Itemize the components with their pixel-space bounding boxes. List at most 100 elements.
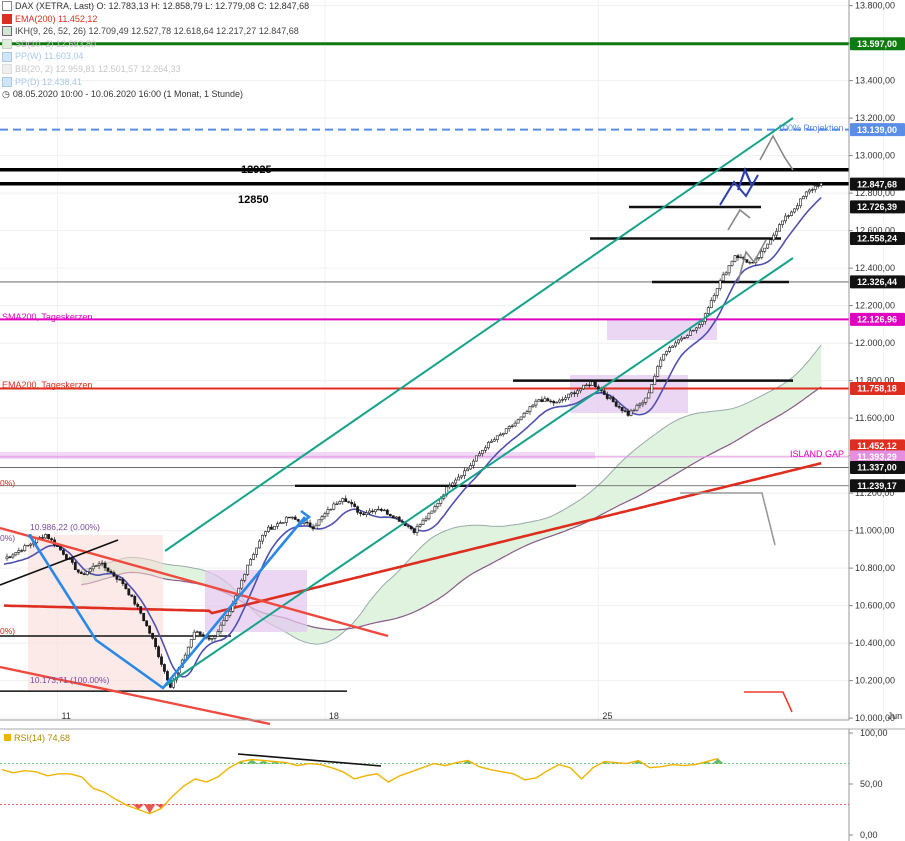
candle-body-244 <box>727 265 731 274</box>
clock-icon: ◷ <box>2 89 10 100</box>
candle-body-192 <box>573 392 576 395</box>
candle-body-138 <box>412 528 416 533</box>
senkou-span-a <box>81 344 822 645</box>
legend-ppd: PP(D) 12.438,41 <box>15 76 83 87</box>
candle-body-117 <box>350 502 354 505</box>
candle-body-115 <box>344 498 348 502</box>
candle-body-241 <box>718 280 722 289</box>
y-tick-label-2: 10.400,00 <box>855 638 895 648</box>
candle-body-212 <box>632 409 636 412</box>
candle-body-71 <box>213 636 217 639</box>
candle-body-225 <box>671 345 675 348</box>
horizontal-levels <box>0 42 849 692</box>
candle-body-167 <box>498 434 502 437</box>
candle-body-238 <box>709 300 713 309</box>
candle-body-154 <box>460 475 464 478</box>
candle-body-45 <box>136 603 140 607</box>
y-tick-label-13: 12.600,00 <box>855 226 895 236</box>
candle-body-82 <box>246 564 250 575</box>
candle-body-81 <box>243 574 247 581</box>
candle-body-75 <box>225 615 229 621</box>
price-label-5: 12.326,44 <box>857 277 897 287</box>
navy-arrow-head <box>736 166 754 191</box>
candle-body-217 <box>647 392 651 399</box>
candle-body-151 <box>451 482 455 486</box>
candle-body-255 <box>760 250 764 258</box>
candle-body-55 <box>166 671 169 681</box>
blue-zigzag-arrow <box>28 516 307 690</box>
candle-body-181 <box>540 399 544 403</box>
candle-body-111 <box>332 503 336 510</box>
candle-body-245 <box>730 260 734 266</box>
candle-body-165 <box>492 439 496 442</box>
candle-body-209 <box>623 410 627 412</box>
sd-swatch <box>2 39 12 50</box>
candle-body-158 <box>472 460 475 466</box>
candle-body-102 <box>305 521 309 524</box>
fib-high-label: 10.986,22 (0.00%) <box>30 522 100 532</box>
candle-body-274 <box>816 185 820 187</box>
candle-body-2 <box>8 556 12 558</box>
candle-body-54 <box>163 664 166 672</box>
candle-body-120 <box>359 512 362 515</box>
y-tick-label-12: 12.400,00 <box>855 263 895 273</box>
candle-body-8 <box>26 544 30 547</box>
candle-body-110 <box>329 508 333 511</box>
x-tick-label-1: 18 <box>329 711 339 721</box>
candle-body-44 <box>133 596 137 605</box>
candle-body-170 <box>507 426 511 429</box>
candle-body-228 <box>680 337 683 341</box>
candle-body-39 <box>118 579 122 581</box>
percent-label-mid: 0%) <box>0 533 15 543</box>
legend-row-ema: EMA(200) 11.452,12 <box>2 13 309 26</box>
price-label-6: 12.126,96 <box>857 315 897 325</box>
candle-body-256 <box>763 247 767 252</box>
candle-body-204 <box>608 397 612 399</box>
legend-ikh: IKH(9, 26, 52, 26) 12.709,49 12.527,78 1… <box>15 26 299 37</box>
candle-body-218 <box>650 384 654 394</box>
candle-body-37 <box>112 572 116 577</box>
candle-body-38 <box>115 575 119 580</box>
channel-upper-line <box>164 117 794 552</box>
candle-body-196 <box>585 384 588 387</box>
red-down-arrow <box>744 691 793 713</box>
percent-label-left: 0%) <box>0 626 15 636</box>
candle-body-95 <box>284 516 288 523</box>
price-label-7: 11.758,18 <box>857 384 897 394</box>
candle-body-237 <box>706 307 710 314</box>
blue-arrow-head <box>295 509 312 529</box>
rsi-tick-label-0: 0,00 <box>860 830 878 840</box>
candle-body-211 <box>629 410 633 416</box>
rsi-tick-label-2: 100,00 <box>860 728 888 738</box>
candle-body-69 <box>207 637 211 640</box>
legend-ppw: PP(W) 11.603,04 <box>15 51 84 62</box>
candle-body-216 <box>644 397 648 403</box>
candle-body-47 <box>142 612 146 622</box>
y-tick-label-0: 10.000,00 <box>855 713 895 723</box>
candle-body-223 <box>665 351 669 355</box>
candle-body-16 <box>50 538 53 541</box>
candle-body-146 <box>436 503 440 507</box>
y-tick-label-6: 11.200,00 <box>855 488 894 498</box>
candle-body-161 <box>481 450 484 454</box>
candle-body-254 <box>757 257 761 260</box>
candle-body-106 <box>317 519 321 526</box>
candle-body-160 <box>478 453 481 457</box>
rsi-title: RSI(14) 74,68 <box>14 733 70 743</box>
candle-body-265 <box>790 211 793 216</box>
candle-body-150 <box>448 485 452 488</box>
candle-body-5 <box>17 550 21 553</box>
candle-body-63 <box>189 639 193 648</box>
candle-body-175 <box>522 412 526 418</box>
tenkan-line <box>3 197 822 678</box>
short-trend-line <box>0 539 119 586</box>
candle-body-220 <box>656 366 660 377</box>
candle-body-116 <box>347 501 351 503</box>
candle-body-52 <box>157 646 160 658</box>
grey-arrow-mid <box>727 208 751 231</box>
candle-body-66 <box>198 631 202 635</box>
candle-body-190 <box>567 393 571 399</box>
candle-body-3 <box>11 554 15 558</box>
candle-body-23 <box>70 558 74 563</box>
candle-body-231 <box>689 330 692 336</box>
